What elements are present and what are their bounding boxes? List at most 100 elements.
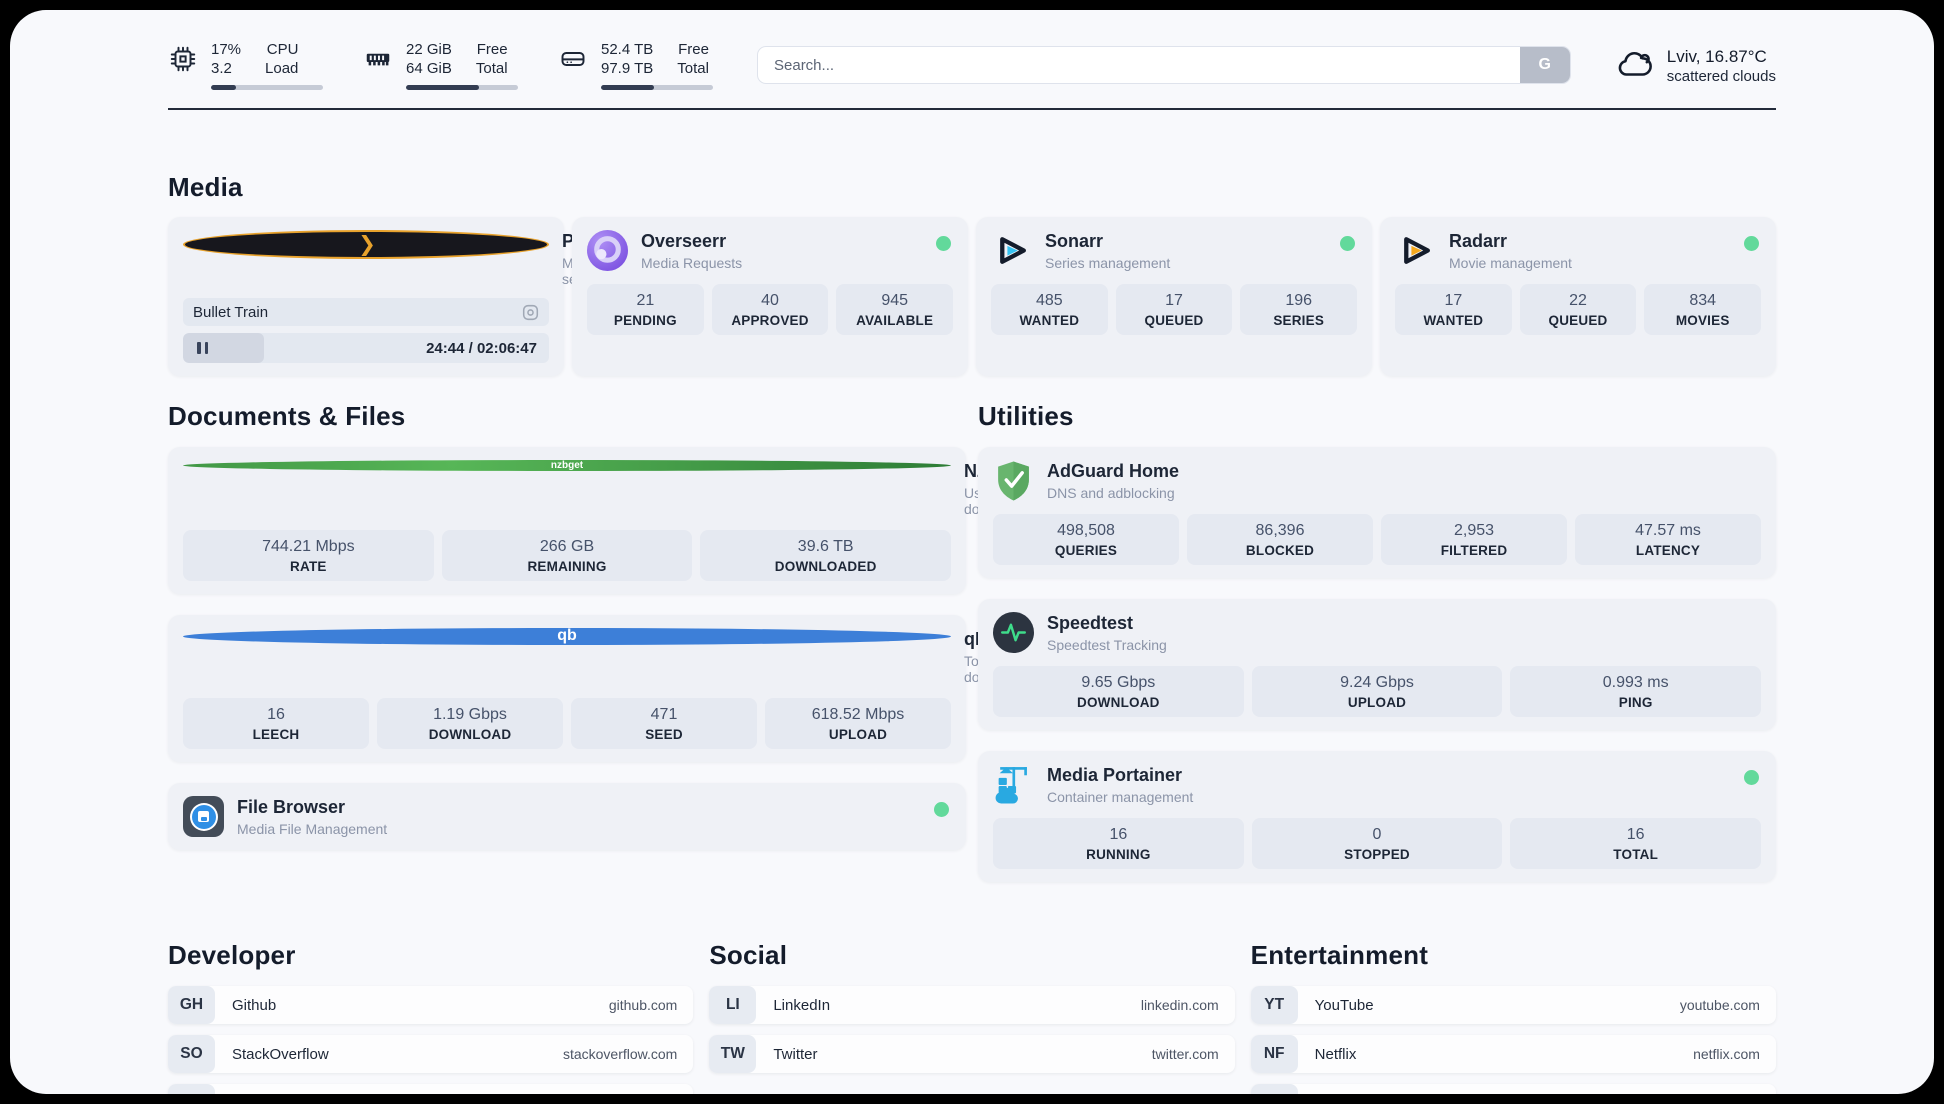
twitter-icon: TW <box>709 1035 757 1073</box>
app-name: File Browser <box>237 797 346 817</box>
disk-free-label: Free <box>678 41 709 58</box>
filebrowser-icon <box>183 796 224 837</box>
section-title-developer: Developer <box>168 940 296 970</box>
link-stackoverflow[interactable]: SO StackOverflow stackoverflow.com <box>168 1035 694 1073</box>
card-filebrowser[interactable]: File Browser Media File Management <box>168 783 966 850</box>
app-subtitle: Container management <box>1047 789 1194 805</box>
qbittorrent-icon: qb <box>183 627 951 645</box>
stat-download: 1.19 Gbps DOWNLOAD <box>377 698 563 749</box>
developer-section: Developer GH Github github.com SO StackO… <box>168 940 694 1094</box>
section-title-media: Media <box>168 172 243 202</box>
stat-seed: 471 SEED <box>571 698 757 749</box>
memory-free-value: 22 GiB <box>406 41 452 58</box>
stat-wanted: 17 WANTED <box>1395 284 1512 335</box>
status-dot <box>1744 770 1759 785</box>
radarr-icon <box>1404 237 1430 264</box>
youtube-icon: YT <box>1250 986 1298 1024</box>
link-youtube[interactable]: YT YouTube youtube.com <box>1250 986 1776 1024</box>
link-linkedin[interactable]: LI LinkedIn linkedin.com <box>709 986 1235 1024</box>
card-qbittorrent[interactable]: qb qBittorrent Torrent downloader 16LEEC… <box>168 615 1085 762</box>
section-title-documents: Documents & Files <box>168 401 406 431</box>
header-divider <box>168 108 1776 110</box>
link-dev[interactable]: DT DEV dev.to <box>168 1084 694 1094</box>
stat-pending: 21 PENDING <box>587 284 704 335</box>
app-name: AdGuard Home <box>1047 461 1180 481</box>
memory-total-label: Total <box>475 60 508 77</box>
search-engine-button[interactable]: G <box>1519 47 1570 83</box>
section-title-entertainment: Entertainment <box>1250 940 1429 970</box>
disk-progress-bar <box>601 85 713 90</box>
cpu-icon <box>170 46 196 72</box>
stat-leech: 16 LEECH <box>183 698 369 749</box>
search-input[interactable] <box>757 46 1571 84</box>
app-subtitle: Series management <box>1045 255 1171 271</box>
portainer-icon <box>995 767 1027 804</box>
app-name: Media Portainer <box>1047 765 1183 785</box>
memory-free-label: Free <box>476 41 508 58</box>
stat-download: 9.65 Gbps DOWNLOAD <box>993 666 1244 717</box>
stat-filtered: 2,953 FILTERED <box>1381 514 1567 565</box>
memory-stat: 22 GiB 64 GiB Free Total <box>363 40 518 90</box>
card-radarr[interactable]: Radarr Movie management 17 WANTED 22 QUEUE… <box>1380 217 1776 376</box>
card-plex[interactable]: ❯ Plex Media server Bullet Train 24:44 /… <box>168 217 629 376</box>
stat-total: 16 TOTAL <box>1510 818 1762 869</box>
reddit-icon: RE <box>1250 1084 1298 1094</box>
memory-icon <box>366 53 390 66</box>
documents-column: Documents & Files nzbget NZBGet Usenet d… <box>168 401 1085 850</box>
entertainment-section: Entertainment YT YouTube youtube.com NF … <box>1250 940 1776 1094</box>
utilities-column: Utilities AdGuard Home DNS and adblockin… <box>978 401 1776 882</box>
card-portainer[interactable]: Media Portainer Container management 16 R… <box>978 751 1776 882</box>
link-github[interactable]: GH Github github.com <box>168 986 694 1024</box>
memory-progress-bar <box>406 85 518 90</box>
search-bar: G <box>757 46 1571 84</box>
disk-icon <box>561 52 585 66</box>
social-section: Social LI LinkedIn linkedin.com TW Twitt… <box>709 940 1235 1073</box>
media-grid: ❯ Plex Media server Bullet Train 24:44 /… <box>168 217 1776 376</box>
overseerr-icon <box>587 230 628 271</box>
app-name: Radarr <box>1449 231 1508 251</box>
system-stats: 17% 3.2 CPU Load <box>168 40 713 90</box>
section-title-social: Social <box>709 940 788 970</box>
link-reddit[interactable]: RE Reddit reddit.com <box>1250 1084 1776 1094</box>
card-speedtest[interactable]: Speedtest Speedtest Tracking 9.65 Gbps DO… <box>978 599 1776 730</box>
status-dot <box>1744 236 1759 251</box>
stat-movies: 834 MOVIES <box>1644 284 1762 335</box>
stat-ping: 0.993 ms PING <box>1510 666 1762 717</box>
load-label: Load <box>265 60 299 77</box>
card-adguard[interactable]: AdGuard Home DNS and adblocking 498,508 Q… <box>978 447 1776 578</box>
app-subtitle: Speedtest Tracking <box>1047 637 1167 653</box>
status-dot <box>934 802 949 817</box>
stat-upload: 618.52 Mbps UPLOAD <box>765 698 951 749</box>
now-playing-row: Bullet Train <box>183 298 549 326</box>
stat-stopped: 0 STOPPED <box>1251 818 1503 869</box>
app-subtitle: Media File Management <box>237 821 388 837</box>
playback-progress: 24:44 / 02:06:47 <box>183 333 549 363</box>
app-name: Overseerr <box>641 231 727 251</box>
link-twitter[interactable]: TW Twitter twitter.com <box>709 1035 1235 1073</box>
stat-rate: 744.21 Mbps RATE <box>183 530 434 581</box>
stat-downloaded: 39.6 TB DOWNLOADED <box>700 530 952 581</box>
header: 17% 3.2 CPU Load <box>168 40 1776 90</box>
linkedin-icon: LI <box>709 986 757 1024</box>
card-sonarr[interactable]: Sonarr Series management 485 WANTED 17 QUE… <box>976 217 1372 376</box>
card-nzbget[interactable]: nzbget NZBGet Usenet downloader 744.21 M… <box>168 447 1065 594</box>
now-playing-title: Bullet Train <box>193 303 269 321</box>
netflix-icon: NF <box>1250 1035 1298 1073</box>
weather-location: Lviv, 16.87°C <box>1666 46 1767 66</box>
section-title-utilities: Utilities <box>978 401 1074 431</box>
cpu-load-value: 3.2 <box>211 60 232 77</box>
status-dot <box>936 236 951 251</box>
stat-remaining: 266 GB REMAINING <box>441 530 693 581</box>
stat-wanted: 485 WANTED <box>991 284 1108 335</box>
app-subtitle: Movie management <box>1449 255 1572 271</box>
nzbget-icon: nzbget <box>183 460 951 471</box>
adguard-icon <box>998 461 1029 501</box>
pause-button[interactable] <box>195 340 210 356</box>
sonarr-icon <box>1000 237 1026 264</box>
app-name: Speedtest <box>1047 613 1134 633</box>
link-netflix[interactable]: NF Netflix netflix.com <box>1250 1035 1776 1073</box>
stat-latency: 47.57 ms LATENCY <box>1575 514 1761 565</box>
github-icon: GH <box>168 986 215 1024</box>
speedtest-icon <box>993 612 1034 653</box>
card-overseerr[interactable]: Overseerr Media Requests 21 PENDING 40 APP… <box>572 217 968 376</box>
